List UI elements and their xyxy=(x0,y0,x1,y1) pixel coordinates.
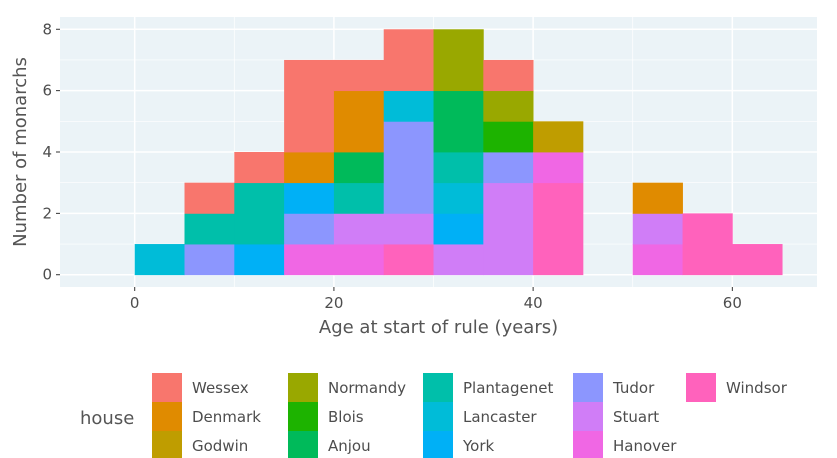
bar-segment-wessex-25 xyxy=(383,29,434,92)
legend-label-plantagenet: Plantagenet xyxy=(463,379,553,397)
bar-segment-wessex-20 xyxy=(333,59,385,92)
histogram-bars xyxy=(134,29,783,276)
legend-key-york xyxy=(423,431,453,458)
legend-label-tudor: Tudor xyxy=(612,379,655,397)
bar-segment-york-15 xyxy=(284,182,335,214)
legend-label-hanover: Hanover xyxy=(613,437,677,455)
y-tick-label: 0 xyxy=(42,266,52,284)
legend-label-denmark: Denmark xyxy=(192,408,261,426)
bar-segment-plantagenet-30 xyxy=(433,152,484,184)
y-tick-label: 4 xyxy=(42,143,52,161)
bar-segment-stuart-50 xyxy=(632,213,683,245)
bar-segment-plantagenet-10 xyxy=(234,182,285,245)
bar-segment-windsor-55 xyxy=(682,213,733,276)
legend-label-normandy: Normandy xyxy=(328,379,406,397)
legend: Wessex Denmark Godwin Normandy Blois Anjou Pla… xyxy=(152,373,788,458)
bar-segment-lancaster-0 xyxy=(134,244,185,276)
legend-label-windsor: Windsor xyxy=(726,379,788,397)
bar-segment-normandy-35 xyxy=(483,90,534,122)
legend-key-anjou xyxy=(288,431,318,458)
bar-segment-stuart-30 xyxy=(433,244,484,276)
x-axis-ticks: 0 20 40 60 xyxy=(130,287,742,312)
bar-segment-york-30 xyxy=(433,213,484,245)
bar-segment-stuart-25 xyxy=(383,213,434,245)
legend-label-wessex: Wessex xyxy=(192,379,249,397)
bar-segment-denmark-15 xyxy=(284,152,335,184)
bar-segment-hanover-40 xyxy=(533,152,584,184)
bar-segment-tudor-5 xyxy=(184,244,235,276)
legend-key-godwin xyxy=(152,431,182,458)
bar-segment-hanover-50 xyxy=(632,244,683,276)
bar-segment-anjou-30 xyxy=(433,90,484,153)
bar-segment-denmark-20 xyxy=(333,90,385,153)
bar-segment-wessex-10 xyxy=(234,152,285,184)
bar-segment-windsor-60 xyxy=(732,244,783,276)
bar-segment-tudor-35 xyxy=(483,152,534,184)
legend-key-blois xyxy=(288,402,318,431)
bar-segment-hanover-15 xyxy=(284,244,335,276)
legend-key-windsor xyxy=(686,373,716,402)
y-axis-title: Number of monarchs xyxy=(10,57,31,247)
legend-label-stuart: Stuart xyxy=(613,408,659,426)
bar-segment-york-10 xyxy=(234,244,285,276)
legend-label-lancaster: Lancaster xyxy=(463,408,537,426)
x-tick-label: 20 xyxy=(324,294,343,312)
bar-segment-plantagenet-20 xyxy=(333,182,385,214)
legend-key-stuart xyxy=(573,402,603,431)
x-axis-title: Age at start of rule (years) xyxy=(319,317,558,338)
bar-segment-lancaster-30 xyxy=(433,182,484,214)
bar-segment-lancaster-25 xyxy=(383,90,434,122)
x-tick-label: 60 xyxy=(723,294,742,312)
bar-segment-anjou-20 xyxy=(333,152,385,184)
bar-segment-stuart-35 xyxy=(483,182,534,276)
legend-title: house xyxy=(80,408,134,429)
y-tick-label: 8 xyxy=(42,20,52,38)
bar-segment-windsor-25 xyxy=(383,244,434,276)
bar-segment-tudor-15 xyxy=(284,213,335,245)
legend-key-hanover xyxy=(573,431,603,458)
legend-label-anjou: Anjou xyxy=(328,437,371,455)
legend-key-plantagenet xyxy=(423,373,453,402)
bar-segment-wessex-35 xyxy=(483,59,534,92)
legend-key-lancaster xyxy=(423,402,453,431)
x-tick-label: 40 xyxy=(524,294,543,312)
bar-segment-wessex-5 xyxy=(184,182,235,214)
legend-key-normandy xyxy=(288,373,318,402)
bar-segment-hanover-20 xyxy=(333,244,385,276)
bar-segment-normandy-30 xyxy=(433,29,484,92)
bar-segment-stuart-20 xyxy=(333,213,385,245)
bar-segment-denmark-50 xyxy=(632,182,683,214)
legend-label-blois: Blois xyxy=(328,408,364,426)
y-tick-label: 6 xyxy=(42,82,52,100)
bar-segment-windsor-40 xyxy=(533,182,584,276)
legend-label-godwin: Godwin xyxy=(192,437,248,455)
legend-key-tudor xyxy=(573,373,603,402)
bar-segment-godwin-40 xyxy=(533,121,584,153)
y-tick-label: 2 xyxy=(42,204,52,222)
legend-key-wessex xyxy=(152,373,182,402)
y-axis-ticks: 0 2 4 6 8 xyxy=(42,20,60,284)
bar-segment-blois-35 xyxy=(483,121,534,153)
bar-segment-plantagenet-5 xyxy=(184,213,235,245)
x-tick-label: 0 xyxy=(130,294,140,312)
legend-key-denmark xyxy=(152,402,182,431)
legend-label-york: York xyxy=(462,437,495,455)
bar-segment-wessex-15 xyxy=(284,59,335,153)
bar-segment-tudor-25 xyxy=(383,121,434,214)
